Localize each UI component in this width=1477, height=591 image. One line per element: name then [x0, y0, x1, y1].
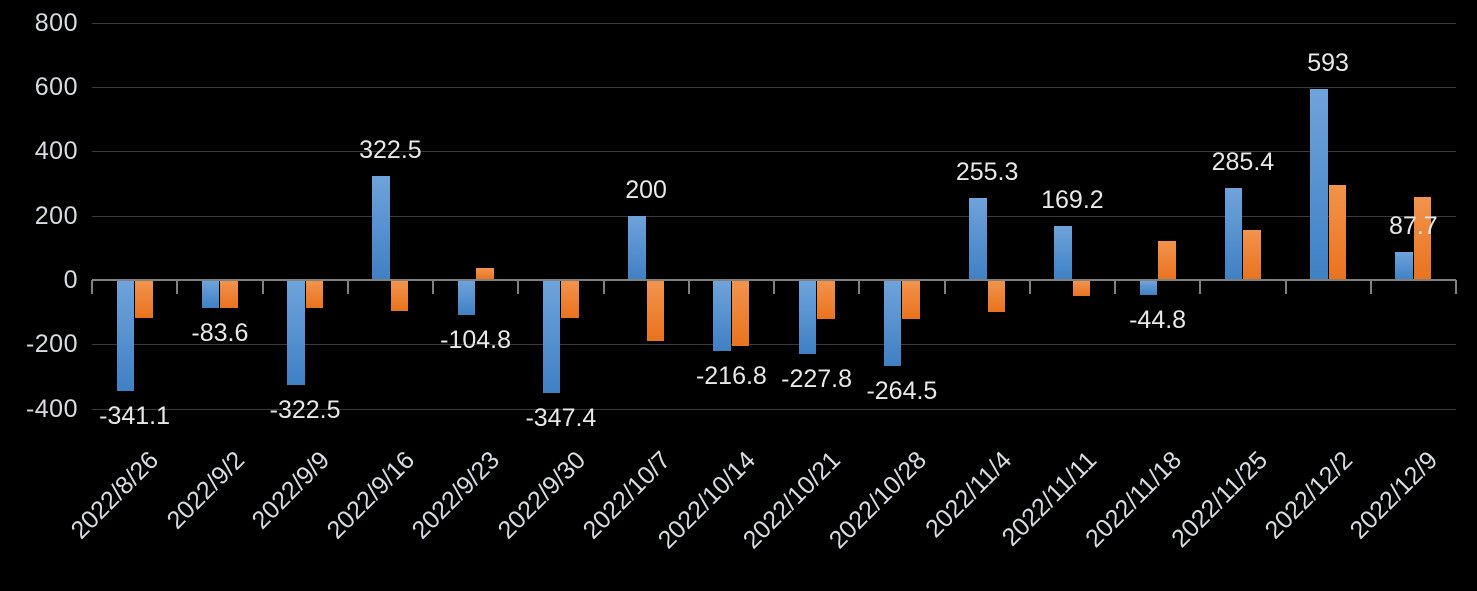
- blue-bar-2022-11-18[interactable]: [1139, 281, 1158, 296]
- x-axis-tick: [1114, 280, 1116, 294]
- gridline--400: [92, 409, 1456, 410]
- orange-bar-2022-9-23[interactable]: [476, 267, 494, 280]
- data-label-2022-11-11: 169.2: [1041, 185, 1104, 214]
- x-axis-tick: [346, 280, 349, 294]
- data-label-2022-10-28: -264.5: [866, 377, 938, 405]
- x-axis-tick: [1369, 280, 1372, 294]
- data-label-2022-11-4: 255.3: [955, 157, 1019, 186]
- y-axis-tick-label: 800: [34, 9, 78, 37]
- y-axis-tick-label: 600: [34, 73, 78, 101]
- x-axis-tick: [176, 280, 179, 294]
- data-label-2022-9-23: -104.8: [440, 325, 512, 354]
- x-axis-tick: [773, 280, 775, 294]
- x-axis-tick: [261, 280, 264, 294]
- orange-bar-2022-10-14[interactable]: [731, 281, 750, 346]
- data-label-2022-9-2: -83.6: [191, 318, 249, 347]
- orange-bar-2022-10-21[interactable]: [817, 281, 835, 320]
- x-axis-tick: [1028, 280, 1031, 294]
- data-label-2022-10-14: -216.8: [695, 361, 767, 390]
- data-label-2022-11-25: 285.4: [1211, 148, 1275, 177]
- blue-bar-2022-10-7[interactable]: [628, 215, 646, 280]
- gridline--200: [92, 344, 1456, 345]
- data-label-2022-8-26: -341.1: [99, 401, 171, 430]
- data-label-2022-10-21: -227.8: [781, 365, 853, 394]
- x-axis-tick: [858, 280, 861, 294]
- x-axis-category-label: 2022/9/2: [161, 446, 250, 535]
- blue-bar-2022-11-11[interactable]: [1054, 225, 1072, 280]
- x-axis-tick: [943, 280, 946, 294]
- orange-bar-2022-8-26[interactable]: [135, 281, 153, 318]
- data-label-2022-12-2: 593: [1307, 49, 1349, 78]
- y-axis-tick-label: 200: [34, 202, 78, 230]
- orange-bar-2022-9-2[interactable]: [220, 281, 238, 309]
- x-axis-category-label: 2022/9/23: [406, 446, 506, 545]
- gridline-400: [92, 151, 1456, 152]
- x-axis-tick: [687, 280, 690, 294]
- data-label-2022-9-9: -322.5: [269, 395, 341, 424]
- data-label-2022-12-9: 87.7: [1389, 211, 1438, 240]
- blue-bar-2022-9-2[interactable]: [201, 281, 220, 308]
- x-axis-tick: [1284, 280, 1287, 294]
- blue-bar-2022-9-9[interactable]: [287, 281, 305, 385]
- blue-bar-2022-12-9[interactable]: [1395, 251, 1413, 280]
- orange-bar-2022-11-25[interactable]: [1243, 229, 1261, 280]
- x-axis-tick: [1199, 280, 1202, 294]
- x-axis-category-label: 2022/9/30: [492, 446, 591, 545]
- orange-bar-2022-11-4[interactable]: [987, 281, 1006, 312]
- blue-bar-2022-10-28[interactable]: [883, 281, 902, 366]
- x-axis-tick: [602, 280, 605, 294]
- blue-bar-2022-10-14[interactable]: [713, 281, 731, 351]
- orange-bar-2022-10-7[interactable]: [646, 281, 665, 341]
- y-axis-tick-label: -400: [25, 395, 78, 423]
- data-label-2022-10-7: 200: [625, 175, 667, 204]
- x-axis-tick: [91, 280, 93, 294]
- blue-bar-2022-9-23[interactable]: [457, 281, 476, 315]
- orange-bar-2022-9-30[interactable]: [561, 281, 579, 319]
- x-axis-category-label: 2022/9/16: [321, 446, 421, 545]
- blue-bar-2022-12-2[interactable]: [1310, 89, 1328, 280]
- x-axis-tick: [517, 280, 520, 294]
- x-axis-category-label: 2022/9/9: [246, 446, 335, 535]
- orange-bar-2022-9-16[interactable]: [390, 281, 409, 311]
- gridline-200: [92, 216, 1456, 217]
- blue-bar-2022-9-30[interactable]: [542, 281, 561, 393]
- y-axis-tick-label: 400: [34, 137, 78, 165]
- x-axis-category-label: 2022/12/9: [1344, 446, 1444, 545]
- blue-bar-2022-9-16[interactable]: [372, 176, 390, 280]
- x-axis-category-label: 2022/12/2: [1259, 446, 1358, 545]
- blue-bar-2022-10-21[interactable]: [798, 281, 817, 355]
- data-label-2022-9-16: 322.5: [359, 136, 422, 165]
- y-axis-tick-label: 0: [63, 266, 78, 294]
- orange-bar-2022-11-11[interactable]: [1072, 281, 1091, 296]
- orange-bar-2022-11-18[interactable]: [1158, 240, 1176, 280]
- x-axis-tick: [1455, 280, 1457, 294]
- y-axis-tick-label: -200: [25, 330, 78, 358]
- x-axis-tick: [432, 280, 434, 294]
- blue-bar-2022-11-4[interactable]: [969, 197, 987, 280]
- blue-bar-2022-11-25[interactable]: [1224, 188, 1243, 280]
- data-label-2022-11-18: -44.8: [1129, 306, 1187, 335]
- orange-bar-2022-12-9[interactable]: [1413, 197, 1432, 280]
- x-axis-category-label: 2022/8/26: [65, 446, 165, 545]
- orange-bar-2022-9-9[interactable]: [305, 281, 324, 308]
- gridline-600: [92, 87, 1456, 88]
- blue-bar-2022-8-26[interactable]: [116, 281, 135, 391]
- gridline-800: [92, 23, 1456, 24]
- orange-bar-2022-12-2[interactable]: [1328, 184, 1347, 280]
- orange-bar-2022-10-28[interactable]: [902, 281, 920, 320]
- data-label-2022-9-30: -347.4: [525, 403, 597, 432]
